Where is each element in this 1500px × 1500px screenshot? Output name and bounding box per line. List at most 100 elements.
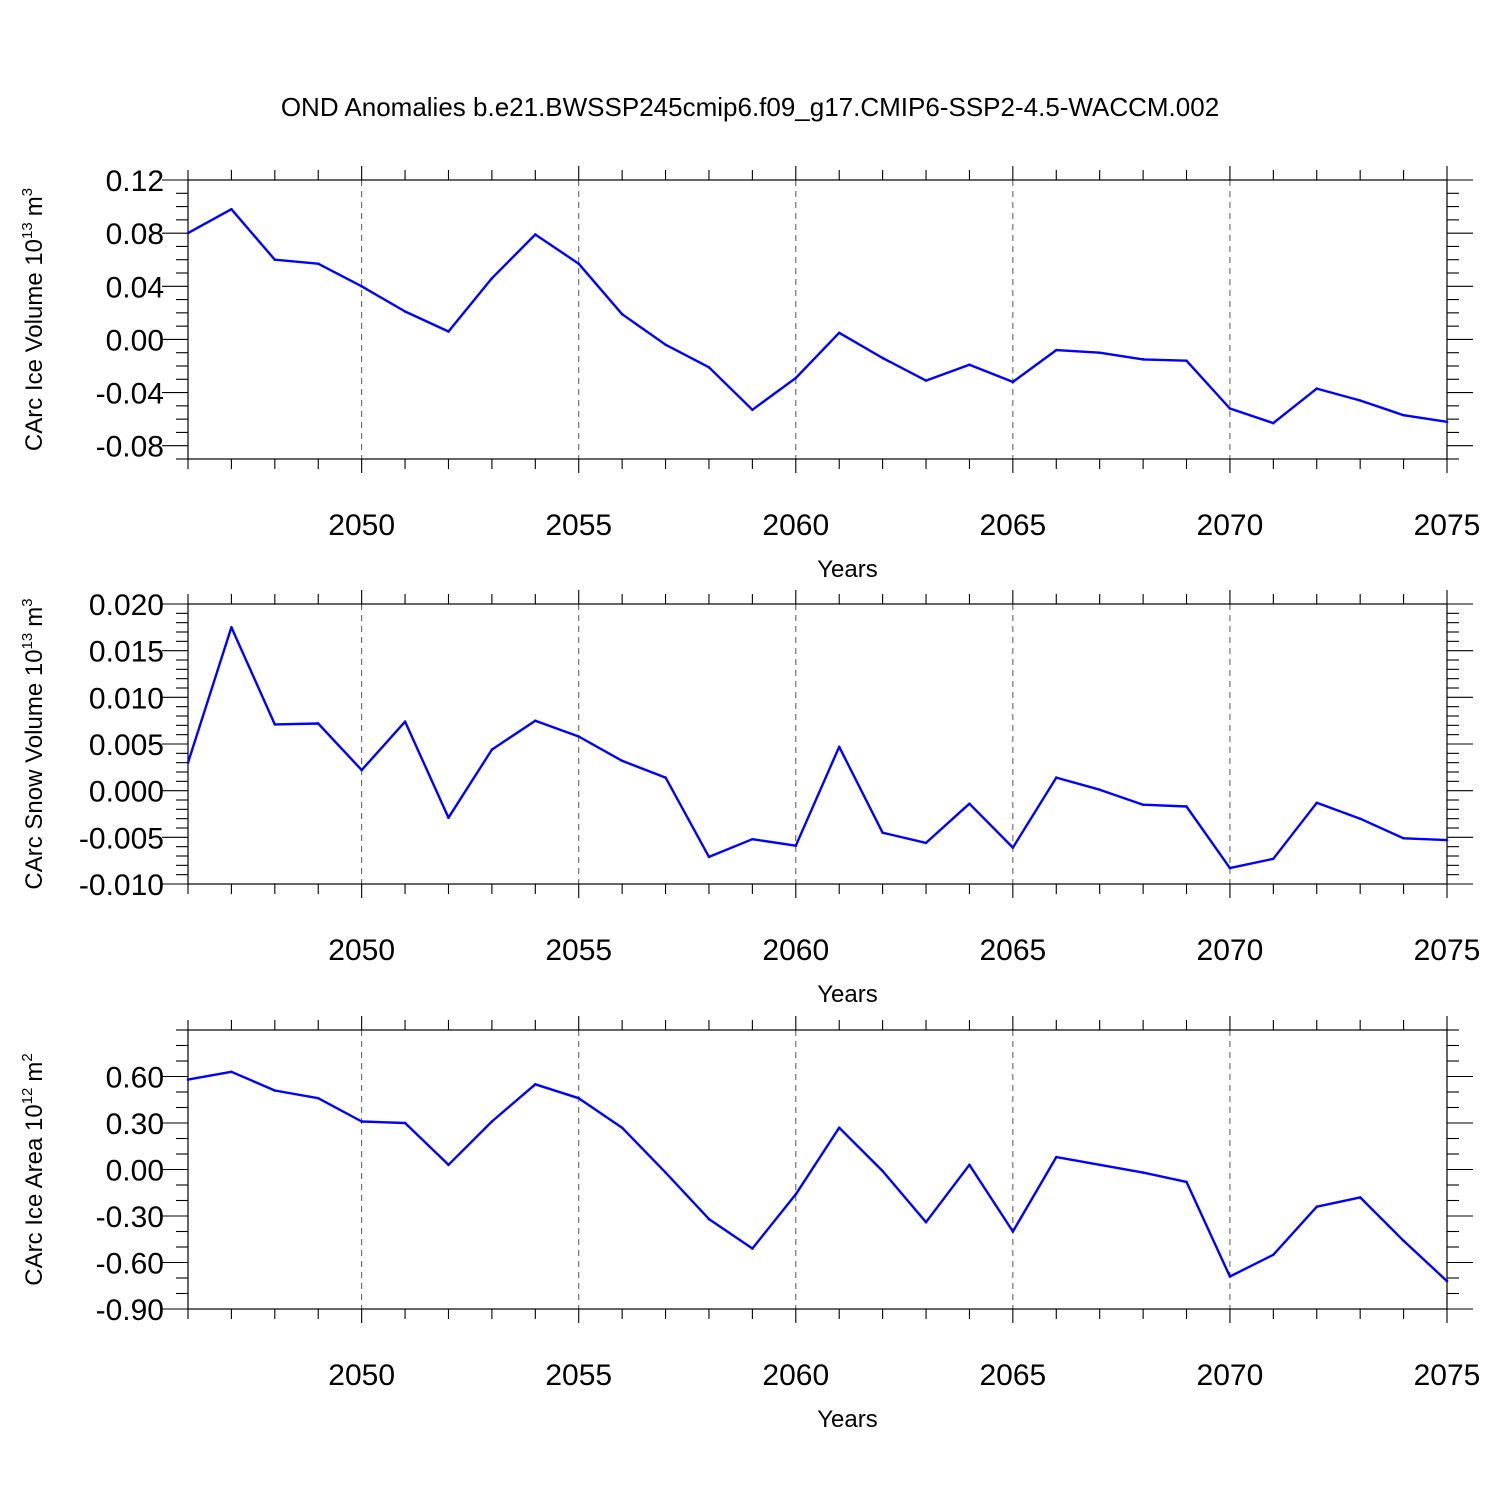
panel-3: 2050 2055 2060 2065 2070 2075 -0.90 -0.60 -0.30 0… — [19, 1016, 1480, 1433]
data-point — [230, 1070, 233, 1074]
x-tick-label: 2075 — [1414, 509, 1481, 542]
data-point — [620, 1126, 624, 1129]
x-tick-label: 2050 — [328, 1359, 395, 1392]
data-point — [490, 277, 494, 280]
x-axis-label: Years — [817, 556, 878, 583]
data-point — [1445, 420, 1449, 424]
data-point — [1402, 413, 1405, 417]
data-point — [881, 1169, 884, 1173]
data-point — [968, 802, 971, 806]
data-point — [577, 262, 581, 266]
x-tick-label: 2070 — [1197, 934, 1264, 967]
data-point — [1402, 1239, 1405, 1243]
data-point — [1315, 801, 1319, 805]
figure-title: OND Anomalies b.e21.BWSSP245cmip6.f09_g1… — [281, 92, 1219, 122]
data-point — [794, 376, 798, 380]
y-axis-label: CArc Snow Volume 1013 m3 — [19, 598, 48, 889]
series-line — [187, 207, 1448, 425]
y-tick-label: -0.30 — [96, 1201, 164, 1234]
y-tick-label: 0.020 — [89, 589, 164, 622]
data-point — [968, 1163, 971, 1167]
x-tick-label: 2075 — [1414, 934, 1481, 967]
data-point — [751, 1247, 754, 1250]
y-tick-label: -0.010 — [79, 869, 164, 902]
x-axis-label: Years — [817, 1406, 878, 1433]
y-label-exponent: 13 — [19, 222, 36, 239]
x-tick-label: 2065 — [979, 509, 1046, 542]
series-line — [186, 626, 1448, 870]
x-tick-label: 2055 — [545, 509, 612, 542]
x-tick-label: 2060 — [762, 934, 829, 967]
data-point — [316, 1096, 320, 1100]
x-tick-label: 2055 — [545, 1359, 612, 1392]
y-label-unit: m — [21, 607, 48, 627]
panel-2: 2050 2055 2060 2065 2070 2075 -0.010 -0.005 0.00… — [19, 589, 1480, 1008]
data-point — [1315, 387, 1319, 390]
y-tick-label: 0.08 — [106, 218, 164, 251]
y-tick-label: -0.08 — [96, 431, 164, 464]
data-point — [273, 723, 277, 726]
x-axis-label: Years — [817, 981, 878, 1008]
x-tick-label: 2060 — [762, 1359, 829, 1392]
data-point — [1054, 1155, 1058, 1159]
x-tick-label: 2075 — [1414, 1359, 1481, 1392]
data-point — [837, 331, 841, 335]
plot-frame — [187, 179, 1448, 460]
y-tick-label: 0.12 — [106, 165, 164, 198]
data-point — [1228, 407, 1232, 410]
y-label-unit-exponent: 2 — [19, 1053, 36, 1061]
data-point — [751, 408, 754, 412]
data-point — [273, 258, 277, 262]
y-label-text: CArc Ice Volume 10 — [21, 239, 48, 451]
data-point — [1272, 857, 1275, 861]
x-tick-label: 2050 — [328, 509, 395, 542]
x-tick-label: 2065 — [979, 934, 1046, 967]
data-point — [707, 855, 711, 859]
series-line — [187, 1070, 1448, 1282]
data-point — [924, 379, 928, 382]
data-point — [360, 284, 363, 288]
data-point — [664, 343, 667, 347]
data-point — [1402, 836, 1405, 840]
data-point — [1098, 788, 1101, 792]
y-tick-label: 0.60 — [106, 1062, 164, 1095]
x-tick-label: 2050 — [328, 934, 395, 967]
data-point — [1011, 1230, 1015, 1233]
y-tick-label: -0.005 — [79, 822, 164, 855]
data-point — [447, 330, 450, 333]
data-point — [1272, 1253, 1275, 1257]
y-label-unit: m — [21, 196, 48, 216]
x-tick-label: 2060 — [762, 509, 829, 542]
data-point — [403, 310, 407, 313]
y-tick-label: 0.00 — [106, 324, 164, 357]
y-axis-label: CArc Ice Area 1012 m2 — [19, 1053, 48, 1285]
data-point — [794, 844, 798, 848]
data-point — [447, 1163, 450, 1167]
data-point — [1011, 846, 1015, 849]
data-point — [881, 356, 884, 360]
data-point — [707, 1217, 711, 1221]
data-point — [1185, 805, 1188, 808]
data-point — [534, 233, 537, 236]
y-tick-label: 0.000 — [89, 776, 164, 809]
data-point — [273, 1089, 277, 1092]
data-point — [490, 1120, 494, 1123]
data-point — [316, 262, 320, 266]
data-point — [1141, 1171, 1145, 1174]
data-point — [186, 1078, 190, 1081]
y-tick-label: 0.015 — [89, 636, 164, 669]
data-point — [1358, 817, 1362, 820]
data-point — [794, 1193, 798, 1196]
data-point — [1445, 838, 1449, 842]
x-tick-label: 2070 — [1197, 1359, 1264, 1392]
data-point — [230, 207, 233, 211]
data-point — [1054, 348, 1058, 352]
x-tick-label: 2065 — [979, 1359, 1046, 1392]
data-point — [1185, 1180, 1188, 1184]
data-point — [664, 776, 667, 779]
data-point — [707, 366, 711, 369]
data-point — [577, 1096, 581, 1100]
data-point — [230, 626, 233, 629]
